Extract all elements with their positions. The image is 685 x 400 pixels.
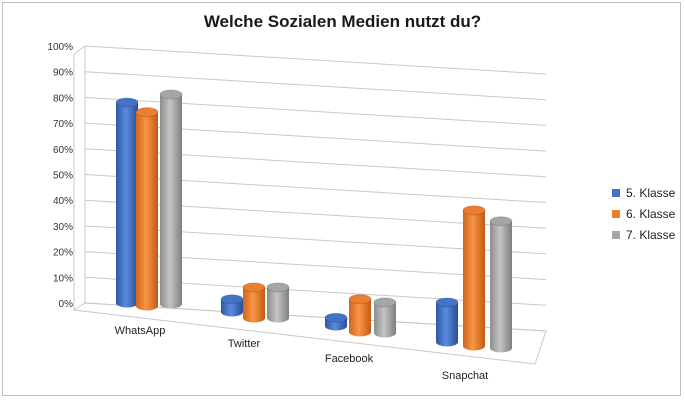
y-tick-label: 80% (53, 93, 73, 104)
bar-top (242, 282, 266, 293)
bar (374, 302, 396, 338)
y-tick-label: 0% (59, 299, 74, 310)
legend-item: 7. Klasse (612, 224, 675, 245)
bar-top (135, 107, 159, 118)
y-tick-label: 50% (53, 171, 73, 182)
x-category-label: Facebook (325, 353, 374, 365)
chart-title: Welche Sozialen Medien nutzt du? (203, 12, 482, 31)
bar (243, 287, 265, 323)
chart-legend: 5. Klasse 6. Klasse 7. Klasse (612, 182, 675, 245)
bar-top (348, 294, 372, 305)
y-tick-label: 90% (53, 68, 73, 79)
bar-top (115, 97, 139, 108)
bar (267, 287, 289, 323)
legend-swatch (612, 209, 620, 218)
left-wall-top-edge (73, 45, 86, 55)
y-tick-label: 60% (53, 145, 73, 156)
y-tick-label: 10% (53, 273, 73, 284)
bar (349, 299, 371, 337)
bar-top (462, 205, 486, 216)
legend-label: 7. Klasse (626, 227, 676, 242)
y-tick-label: 30% (53, 222, 73, 233)
bar-top (266, 282, 290, 293)
bar (436, 302, 458, 347)
y-tick-label: 70% (53, 119, 73, 130)
bar (116, 102, 138, 308)
bar-top (220, 294, 244, 305)
legend-item: 6. Klasse (612, 203, 675, 224)
floor-outline (72, 302, 547, 365)
legend-swatch (612, 230, 620, 239)
bar-top (373, 297, 397, 308)
bar (221, 299, 243, 317)
y-tick-label: 40% (53, 196, 73, 207)
gridline (84, 71, 547, 101)
bar (463, 210, 485, 351)
bar-top (159, 89, 183, 100)
y-tick-label: 20% (53, 248, 73, 259)
bar (160, 94, 182, 309)
bar (136, 112, 158, 311)
legend-label: 5. Klasse (626, 185, 676, 200)
bar-top (435, 297, 459, 308)
chart-frame (2, 2, 681, 396)
bar (490, 221, 512, 353)
x-category-label: Twitter (228, 338, 261, 350)
x-category-label: Snapchat (442, 370, 488, 382)
x-category-label: WhatsApp (115, 325, 166, 337)
legend-item: 5. Klasse (612, 182, 675, 203)
legend-swatch (612, 188, 620, 197)
bar-top (489, 216, 513, 227)
y-tick-label: 100% (47, 42, 73, 53)
bar-top (324, 312, 348, 323)
legend-label: 6. Klasse (626, 206, 676, 221)
gridline (84, 45, 547, 75)
